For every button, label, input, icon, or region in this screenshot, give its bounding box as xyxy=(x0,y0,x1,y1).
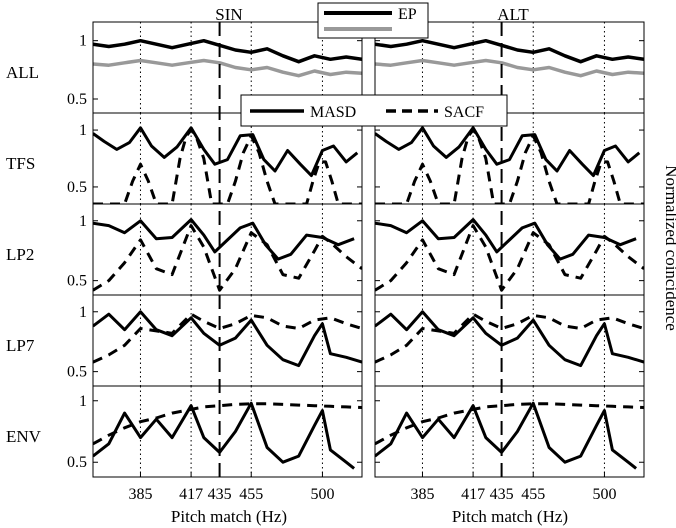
row-label-tfs: TFS xyxy=(6,154,35,173)
y-tick-label: 0.5 xyxy=(67,364,87,381)
panel-sin-lp7 xyxy=(93,295,362,386)
row-label-lp7: LP7 xyxy=(6,336,35,355)
x-tick-label: 417 xyxy=(179,486,203,503)
series-gray-alt-all xyxy=(375,58,644,78)
column-label-sin: SIN xyxy=(215,5,242,24)
series-sacf-sin-tfs xyxy=(93,128,362,204)
series-ep-sin-all xyxy=(93,38,362,64)
series-masd-alt-lp7 xyxy=(375,310,644,368)
panel-alt-tfs xyxy=(375,113,644,204)
series-sacf-alt-tfs xyxy=(375,128,644,204)
x-tick-label: 500 xyxy=(310,486,334,503)
x-tick-label: 455 xyxy=(239,486,263,503)
panel-alt-all xyxy=(375,22,644,113)
x-tick-label: 500 xyxy=(592,486,616,503)
series-sacf-sin-lp7 xyxy=(93,312,362,364)
series-masd-alt-tfs xyxy=(375,126,641,178)
x-tick-label: 385 xyxy=(410,486,434,503)
panel-alt-lp2 xyxy=(375,204,644,295)
legend-mid: MASD SACF xyxy=(240,94,508,127)
series-masd-alt-lp2 xyxy=(375,218,637,261)
y-tick-label: 1 xyxy=(79,122,87,139)
x-tick-label: 435 xyxy=(208,486,232,503)
series-sacf-alt-lp7 xyxy=(375,312,644,364)
plot-layer: 0.5 1 0.5 1 0.5 1 0.5 1 0.5 1 385 417 435 455 500 385 41… xyxy=(67,21,645,503)
x-axis-title-left: Pitch match (Hz) xyxy=(171,507,287,526)
panel-sin-all xyxy=(93,22,362,113)
y-tick-label: 0.5 xyxy=(67,179,87,196)
y-tick-label: 1 xyxy=(79,213,87,230)
legend-sacf-label: SACF xyxy=(444,104,484,121)
panel-alt-lp7 xyxy=(375,295,644,386)
x-tick-label: 417 xyxy=(461,486,485,503)
y-tick-label: 0.5 xyxy=(67,273,87,290)
y-tick-label: 1 xyxy=(79,393,87,410)
panel-sin-lp2 xyxy=(93,204,362,295)
series-masd-sin-lp7 xyxy=(93,310,362,368)
panel-frame xyxy=(92,385,363,478)
series-gray-sin-all xyxy=(93,58,362,78)
panel-sin-tfs xyxy=(93,113,362,204)
x-tick-label: 385 xyxy=(128,486,152,503)
series-masd-sin-tfs xyxy=(93,126,359,178)
legend-top-box xyxy=(317,2,429,39)
y-tick-label: 1 xyxy=(79,304,87,321)
row-label-env: ENV xyxy=(6,427,42,446)
panel-frame xyxy=(374,385,645,478)
series-sacf-alt-lp2 xyxy=(375,224,644,292)
panel-sin-env xyxy=(93,386,362,477)
series-masd-sin-env xyxy=(93,401,356,470)
x-tick-label: 455 xyxy=(521,486,545,503)
series-ep-alt-all xyxy=(375,38,644,64)
column-label-alt: ALT xyxy=(497,5,529,24)
series-sacf-sin-lp2 xyxy=(93,224,362,292)
row-label-all: ALL xyxy=(6,63,39,82)
legend-ep-label: EP xyxy=(398,6,417,23)
legend-top: EP xyxy=(317,2,429,39)
row-label-lp2: LP2 xyxy=(6,245,34,264)
x-tick-label: 435 xyxy=(490,486,514,503)
series-sacf-alt-env xyxy=(375,402,644,446)
series-masd-alt-env xyxy=(375,401,638,470)
series-sacf-sin-env xyxy=(93,402,362,446)
panel-alt-env xyxy=(375,386,644,477)
series-masd-sin-lp2 xyxy=(93,218,355,261)
y-tick-label: 1 xyxy=(79,33,87,50)
legend-masd-label: MASD xyxy=(310,104,356,121)
y-tick-label: 0.5 xyxy=(67,91,87,108)
y-tick-label: 0.5 xyxy=(67,454,87,471)
y-axis-title: Normalized coincidence xyxy=(662,165,676,331)
x-axis-title-right: Pitch match (Hz) xyxy=(452,507,568,526)
